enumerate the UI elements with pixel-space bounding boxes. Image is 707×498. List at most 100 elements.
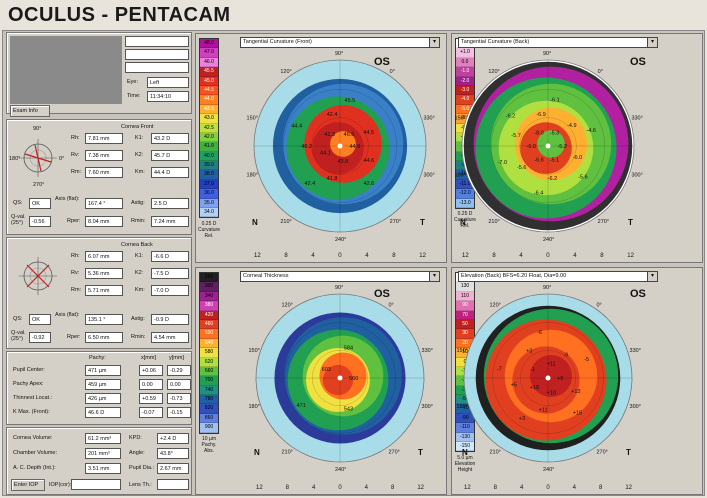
lens-th-label: Lens Th.:	[129, 482, 152, 488]
corneal-thickness-panel: 260 300 340 380 420 460 500 540 580 620 660 700 740 7…	[195, 267, 447, 495]
patient-field-3[interactable]	[125, 62, 189, 73]
scale-cell: 0.0	[456, 57, 474, 68]
scale-cell: 700	[200, 376, 218, 386]
patient-field-1[interactable]	[125, 36, 189, 47]
degree-label: 210°	[488, 219, 499, 225]
corneal-thickness-eye-badge: OS	[374, 288, 390, 300]
pachy-r2-label: Pachy Apex:	[13, 381, 44, 387]
scale-cell: 43.5	[200, 104, 218, 115]
front-rv-label: Rv:	[71, 152, 80, 158]
scale-cell: -2.0	[456, 76, 474, 86]
axis-tick: 4	[573, 253, 577, 259]
map-value: -5	[584, 357, 589, 363]
degree-label: 90°	[335, 51, 343, 57]
corneal-thickness-scale-footer: Abs.	[203, 447, 214, 454]
back-elevation-axis: 12 8 4 0 4 8 12	[464, 485, 632, 491]
axis-tick: 4	[311, 253, 315, 259]
map-value: +11	[547, 362, 556, 368]
map-value: 42.6	[363, 181, 374, 187]
back-curvature-axis: 12 8 4 0 4 8 12	[462, 253, 634, 259]
map-contour	[287, 329, 389, 431]
chevron-down-icon[interactable]: ▾	[429, 272, 439, 281]
grid-ring	[284, 322, 396, 434]
map-contour	[514, 107, 588, 181]
degree-label: 240°	[335, 467, 346, 473]
back-curvature-eye-badge: OS	[630, 56, 646, 68]
back-curvature-map-select[interactable]: Tangential Curvature (Back) ▾	[458, 37, 658, 48]
scale-cell: 37.0	[200, 179, 218, 190]
degree-label: 240°	[335, 237, 346, 243]
grid-ring	[311, 117, 369, 175]
apex-marker	[337, 375, 343, 381]
pupil-dia-value: 2.67 mm	[157, 463, 189, 474]
map-contour	[473, 66, 629, 222]
scale-cell: 580	[200, 348, 218, 358]
front-km-label: Km:	[135, 169, 145, 175]
temporal-label: T	[628, 218, 633, 227]
degree-label: 120°	[490, 302, 501, 308]
corneal-thickness-map[interactable]: 56054347160358490°120°150°180°210°240°27…	[196, 268, 448, 496]
degree-label: 300°	[630, 404, 641, 410]
front-curvature-map[interactable]: 44.9 44.6 42.6 43.8 41.8 42.4 44.1 46.2 44.4 41.3…	[196, 34, 448, 264]
scale-cell: 47.0	[200, 48, 218, 58]
scale-cell: 10	[456, 348, 474, 358]
exam-info-button[interactable]: Exam Info	[10, 105, 50, 117]
map-value: -6.4	[534, 191, 543, 197]
enter-iop-button[interactable]: Enter IOP	[11, 479, 45, 491]
scale-cell: -4.0	[456, 95, 474, 105]
corneal-thickness-map-select[interactable]: Corneal Thickness ▾	[240, 271, 440, 282]
front-k1-label: K1:	[135, 135, 144, 141]
map-contour	[498, 100, 594, 196]
map-contour	[475, 305, 621, 451]
grid-ring	[282, 88, 398, 204]
scale-cell: -6.5	[456, 123, 474, 133]
axis-tick: 12	[627, 253, 634, 259]
front-rper-label: Rper:	[67, 218, 81, 224]
map-value: 44.5	[363, 130, 374, 136]
map-contour	[462, 60, 634, 232]
apex-marker	[545, 143, 551, 149]
scale-cell: 38.0	[200, 170, 218, 180]
scale-cell: 43.0	[200, 114, 218, 124]
chevron-down-icon[interactable]: ▾	[647, 38, 657, 47]
map-value: -6.8	[534, 157, 543, 163]
map-contour	[490, 83, 612, 205]
degree-label: 120°	[280, 69, 291, 75]
front-curvature-map-select[interactable]: Tangential Curvature (Front) ▾	[240, 37, 440, 48]
time-value: 11:34:10	[147, 91, 189, 102]
map-value: +11	[539, 408, 548, 414]
map-value: 42.4	[327, 112, 338, 118]
front-rm-label: Rm:	[71, 169, 82, 175]
map-value: +13	[571, 389, 580, 395]
pachy-r1-v0: 471 µm	[85, 365, 121, 376]
back-elevation-map[interactable]: +6 +13 +15 +10 +11 +3 +18 +5 -7 -1 +3 -6 +11 -9 -5 90° 1…	[452, 268, 704, 496]
back-curvature-map[interactable]: -5.2 -6.0 -5.6 -5.1 -6.2 -6.4 -6.8 -5.6 -7.0 -6.0…	[452, 34, 704, 264]
map-value: 44.1	[320, 151, 331, 157]
scale-cell: -1.0	[456, 67, 474, 77]
front-km-value: 44.4 D	[151, 167, 189, 178]
map-contour	[520, 122, 572, 174]
back-elevation-map-select[interactable]: Elevation (Back) BFS=6.20 Float, Dia=9.0…	[458, 271, 658, 282]
map-value: -6.0	[527, 144, 536, 150]
chevron-down-icon[interactable]: ▾	[429, 38, 439, 47]
app-title: OCULUS - PENTACAM	[8, 4, 231, 26]
patient-field-2[interactable]	[125, 49, 189, 60]
iop-value[interactable]	[71, 479, 121, 490]
corneal-thickness-scale-footer: Pachy.	[201, 441, 217, 448]
back-rper-value: 6.50 mm	[85, 332, 123, 343]
front-axis-label: Axis (flat):	[55, 196, 80, 202]
scale-cell: 300	[200, 282, 218, 292]
time-label: Time:	[127, 93, 141, 99]
lens-th-value[interactable]	[157, 479, 189, 490]
chevron-down-icon[interactable]: ▾	[647, 272, 657, 281]
scale-cell: 340	[200, 291, 218, 302]
back-rv-value: 5.36 mm	[85, 268, 123, 279]
scale-cell: 860	[200, 413, 218, 424]
chamber-volume-label: Chamber Volume:	[13, 450, 58, 456]
front-qval-label: Q-val. (25°)	[11, 214, 26, 226]
scale-cell: 90	[456, 301, 474, 311]
axis-tick: 4	[520, 485, 524, 491]
pachy-r3-v0: 426 µm	[85, 393, 121, 404]
map-contour	[530, 355, 572, 397]
degree-label: 180°	[248, 404, 259, 410]
